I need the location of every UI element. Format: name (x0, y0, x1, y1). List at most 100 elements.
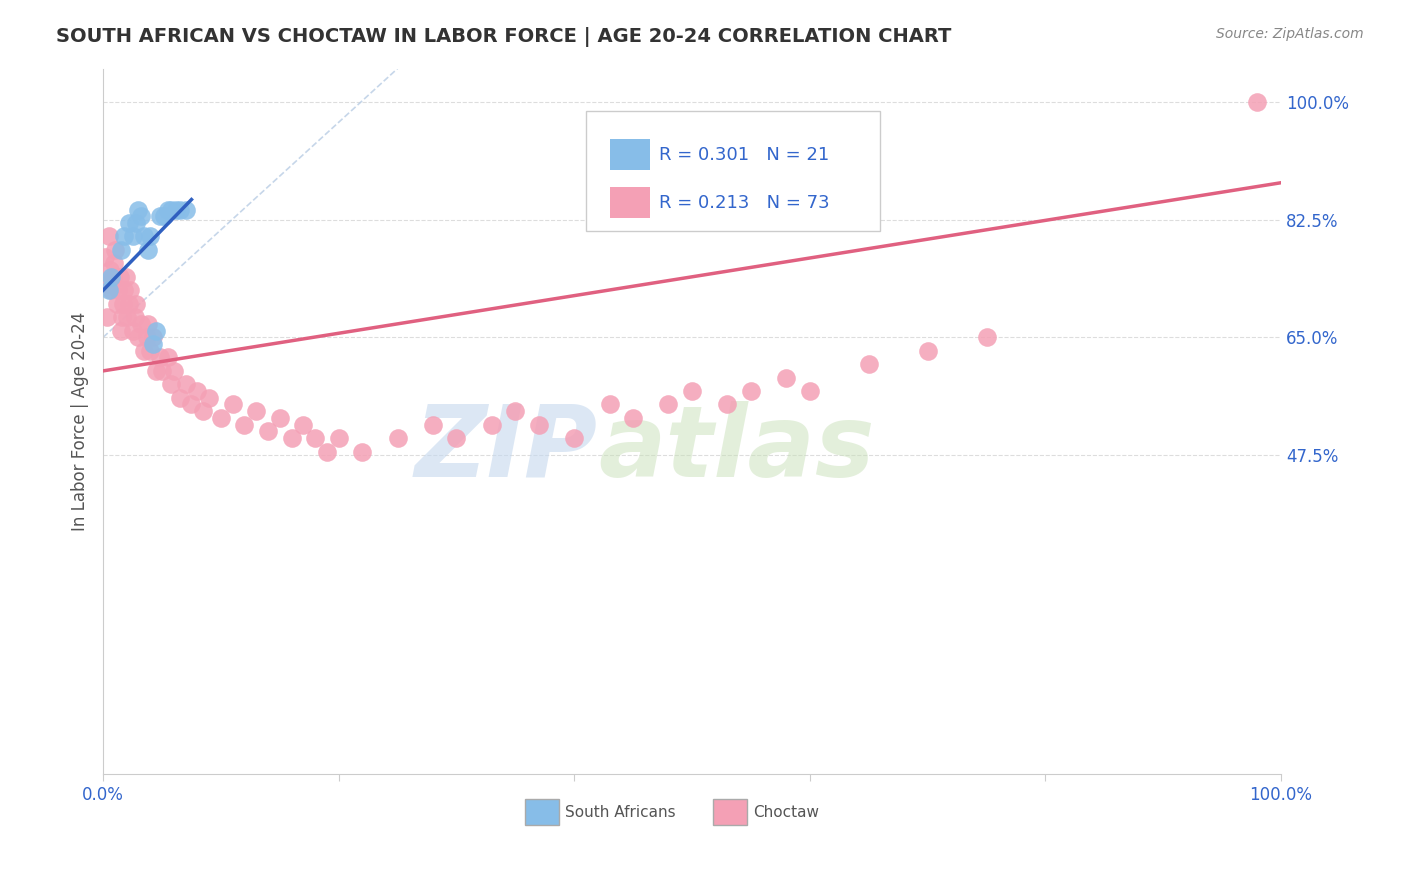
Point (110, 324, 132, 338)
Point (107, 283, 129, 297)
Text: SOUTH AFRICAN VS CHOCTAW IN LABOR FORCE | AGE 20-24 CORRELATION CHART: SOUTH AFRICAN VS CHOCTAW IN LABOR FORCE … (56, 27, 952, 46)
Point (156, 351, 179, 365)
Point (142, 330, 165, 344)
Point (292, 417, 315, 432)
Point (186, 384, 208, 398)
Point (125, 296, 148, 310)
Point (257, 425, 280, 439)
Point (120, 283, 142, 297)
Point (127, 202, 149, 217)
Point (505, 404, 527, 418)
Point (233, 417, 256, 432)
Point (163, 364, 186, 378)
Text: R = 0.213   N = 73: R = 0.213 N = 73 (659, 194, 830, 211)
Point (98, 283, 121, 297)
Point (422, 417, 444, 432)
Point (134, 343, 156, 358)
Y-axis label: In Labor Force | Age 20-24: In Labor Force | Age 20-24 (72, 311, 89, 531)
Point (775, 370, 797, 384)
Point (96, 310, 118, 325)
Point (121, 324, 143, 338)
Point (328, 431, 350, 445)
Point (280, 431, 302, 445)
Point (160, 202, 183, 217)
Point (127, 330, 149, 344)
Point (112, 296, 135, 310)
Point (160, 377, 183, 392)
Point (799, 384, 821, 398)
Point (94, 250, 117, 264)
Point (121, 229, 143, 244)
Point (446, 431, 468, 445)
Point (112, 283, 135, 297)
Point (114, 269, 136, 284)
Point (599, 397, 621, 411)
Point (149, 210, 172, 224)
Point (103, 256, 125, 270)
Text: atlas: atlas (598, 401, 875, 498)
Text: Choctaw: Choctaw (754, 805, 820, 820)
Point (621, 411, 644, 425)
Point (198, 391, 221, 405)
Point (129, 317, 152, 331)
Point (221, 397, 243, 411)
Point (105, 296, 128, 310)
Point (145, 364, 167, 378)
FancyBboxPatch shape (713, 799, 748, 825)
Point (100, 269, 122, 284)
Point (304, 431, 326, 445)
Point (209, 411, 232, 425)
Point (481, 417, 503, 432)
Point (98, 229, 121, 244)
Point (165, 202, 187, 217)
FancyBboxPatch shape (586, 111, 880, 231)
Point (174, 377, 197, 392)
Text: Source: ZipAtlas.com: Source: ZipAtlas.com (1216, 27, 1364, 41)
Point (527, 417, 550, 432)
Point (153, 210, 176, 224)
Point (108, 269, 131, 284)
Point (316, 444, 339, 458)
Point (169, 202, 191, 217)
Point (97, 277, 120, 291)
Point (136, 243, 159, 257)
Point (976, 330, 998, 344)
FancyBboxPatch shape (524, 799, 560, 825)
Point (142, 337, 165, 351)
Point (150, 364, 173, 378)
Point (145, 324, 167, 338)
Point (193, 404, 215, 418)
Point (352, 444, 374, 458)
Point (245, 404, 267, 418)
Point (716, 397, 738, 411)
Point (124, 310, 146, 325)
Point (112, 229, 135, 244)
Point (917, 343, 939, 358)
Point (858, 357, 880, 371)
Point (139, 343, 162, 358)
Point (118, 216, 141, 230)
Point (180, 397, 202, 411)
Text: ZIP: ZIP (415, 401, 598, 498)
Point (98, 263, 121, 277)
Point (174, 202, 197, 217)
Point (562, 431, 585, 445)
Point (139, 229, 162, 244)
Point (156, 202, 179, 217)
Point (136, 317, 159, 331)
Text: South Africans: South Africans (565, 805, 675, 820)
Point (169, 391, 191, 405)
Point (111, 310, 134, 325)
FancyBboxPatch shape (610, 187, 650, 218)
FancyBboxPatch shape (610, 139, 650, 170)
Point (387, 431, 409, 445)
Point (101, 269, 124, 284)
Point (681, 384, 703, 398)
Point (1246, 95, 1268, 109)
Point (118, 296, 141, 310)
Point (129, 210, 152, 224)
Point (134, 229, 156, 244)
Point (149, 351, 172, 365)
Point (135, 330, 157, 344)
Point (269, 411, 291, 425)
